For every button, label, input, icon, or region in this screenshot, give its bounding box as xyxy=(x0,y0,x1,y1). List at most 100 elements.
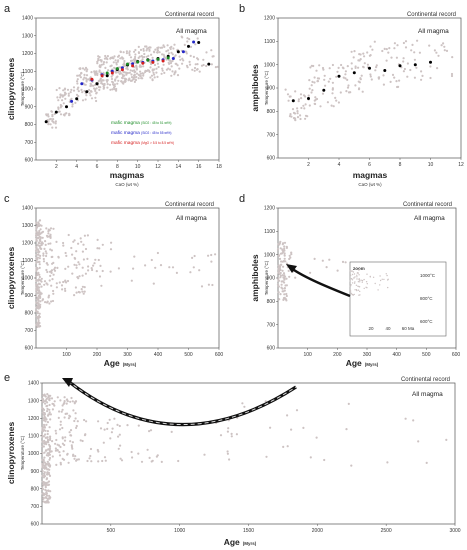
x-tick-label: 18 xyxy=(216,164,222,170)
data-point xyxy=(38,229,41,233)
data-point xyxy=(109,270,112,273)
data-point xyxy=(35,253,38,256)
panel-c-xlabel: Age (Myrs) xyxy=(104,358,137,368)
data-point xyxy=(277,254,280,257)
data-point xyxy=(88,88,91,92)
zoom-ytick-800: 800°C xyxy=(420,296,433,301)
data-point xyxy=(97,258,100,262)
data-point xyxy=(283,247,286,250)
data-point xyxy=(280,260,283,263)
data-point xyxy=(73,457,76,460)
data-point xyxy=(86,257,89,260)
data-point xyxy=(345,90,348,93)
data-point xyxy=(341,66,344,69)
zoom-arrow-head xyxy=(286,264,297,273)
data-point xyxy=(428,44,431,47)
data-point xyxy=(40,433,44,437)
data-point xyxy=(410,49,413,52)
data-point xyxy=(413,58,416,61)
data-point xyxy=(84,247,88,251)
panel-e-xlabel-main: Age xyxy=(224,537,240,547)
data-point xyxy=(42,419,46,422)
data-point xyxy=(69,429,73,432)
data-point xyxy=(279,247,282,250)
x-tick-label: 4 xyxy=(75,164,78,170)
data-point xyxy=(382,83,385,86)
data-point xyxy=(43,400,47,403)
data-point xyxy=(321,259,324,262)
data-point xyxy=(106,421,109,425)
data-point xyxy=(59,103,62,107)
data-point xyxy=(335,75,338,78)
series-point xyxy=(65,105,68,109)
data-point xyxy=(54,449,58,452)
data-point xyxy=(278,298,281,301)
x-tick-label: 1000 xyxy=(174,528,185,534)
data-point xyxy=(46,270,49,274)
data-point xyxy=(110,431,113,434)
data-point xyxy=(50,284,53,287)
y-tick-label: 600 xyxy=(25,158,34,164)
data-point xyxy=(48,279,51,282)
y-tick-label: 1000 xyxy=(264,252,275,258)
data-point xyxy=(189,54,192,58)
data-point xyxy=(114,78,117,81)
inset-point xyxy=(365,281,368,283)
data-point xyxy=(227,427,230,430)
data-point xyxy=(58,444,61,447)
data-point xyxy=(81,99,85,102)
data-point xyxy=(44,464,47,467)
data-point xyxy=(107,69,110,72)
data-point xyxy=(150,460,153,463)
data-point xyxy=(45,436,49,439)
data-point xyxy=(73,294,76,297)
data-point xyxy=(362,52,365,55)
data-point xyxy=(148,456,151,459)
panel-a-title: Continental record xyxy=(165,12,214,18)
series-point xyxy=(105,74,109,78)
data-point xyxy=(83,83,86,86)
data-point xyxy=(176,74,180,77)
data-point xyxy=(194,43,197,46)
data-point xyxy=(140,77,143,80)
data-point xyxy=(47,232,50,235)
data-point xyxy=(374,69,377,72)
data-point xyxy=(153,63,157,67)
data-point xyxy=(98,56,101,59)
data-point xyxy=(366,63,369,66)
data-point xyxy=(357,88,361,91)
data-point xyxy=(35,266,38,269)
panel-b-subtitle: All magma xyxy=(418,28,449,35)
y-tick-label: 900 xyxy=(25,293,34,299)
series-point xyxy=(368,66,371,70)
y-tick-label: 1400 xyxy=(22,16,33,22)
data-point xyxy=(90,267,93,270)
data-point xyxy=(284,284,287,287)
data-point xyxy=(64,436,67,439)
data-point xyxy=(281,287,284,290)
data-point xyxy=(158,51,161,54)
series-point xyxy=(322,88,326,92)
data-point xyxy=(198,269,201,272)
data-point xyxy=(114,88,117,91)
series-point xyxy=(44,120,48,124)
data-point xyxy=(150,63,153,66)
data-point xyxy=(413,76,416,79)
data-point xyxy=(72,409,75,412)
data-point xyxy=(306,115,309,118)
data-point xyxy=(163,56,166,59)
data-point xyxy=(40,242,43,245)
data-point xyxy=(45,478,48,481)
data-point xyxy=(188,60,191,64)
data-point xyxy=(67,94,70,97)
data-point xyxy=(344,73,347,76)
data-point xyxy=(290,251,293,254)
data-point xyxy=(329,77,332,80)
data-point xyxy=(173,43,176,46)
data-point xyxy=(91,268,94,272)
data-point xyxy=(116,55,120,58)
data-point xyxy=(48,474,52,477)
data-point xyxy=(284,297,287,301)
legend-item-1: mafic magma (SiO2 : 45 to 51 wt%) xyxy=(111,120,171,126)
data-point xyxy=(35,294,38,297)
